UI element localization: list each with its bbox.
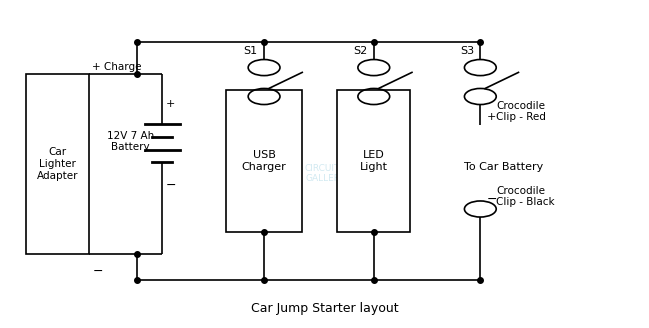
Text: S3: S3 [460,46,474,56]
Text: Crocodile
Clip - Black: Crocodile Clip - Black [496,186,555,207]
Text: USB
Charger: USB Charger [241,150,286,172]
Text: −: − [487,193,497,206]
Text: LED
Light: LED Light [360,150,388,172]
Text: 12V 7 Ah
Battery: 12V 7 Ah Battery [107,131,154,152]
Bar [25,74,89,254]
Text: + Charge: + Charge [92,62,142,72]
Text: S1: S1 [243,46,258,56]
Text: −: − [165,178,176,192]
Text: To Car Battery: To Car Battery [465,162,544,172]
Text: +: + [487,112,496,122]
Text: −: − [92,265,103,278]
Text: S2: S2 [353,46,367,56]
Bar [226,90,302,232]
Bar [337,90,410,232]
Text: CIRCUITS
GALLERY: CIRCUITS GALLERY [305,164,346,183]
Text: +: + [165,99,175,109]
Text: Car Jump Starter layout: Car Jump Starter layout [251,302,398,315]
Text: Crocodile
Clip - Red: Crocodile Clip - Red [496,101,546,122]
Text: Car
Lighter
Adapter: Car Lighter Adapter [36,147,78,181]
